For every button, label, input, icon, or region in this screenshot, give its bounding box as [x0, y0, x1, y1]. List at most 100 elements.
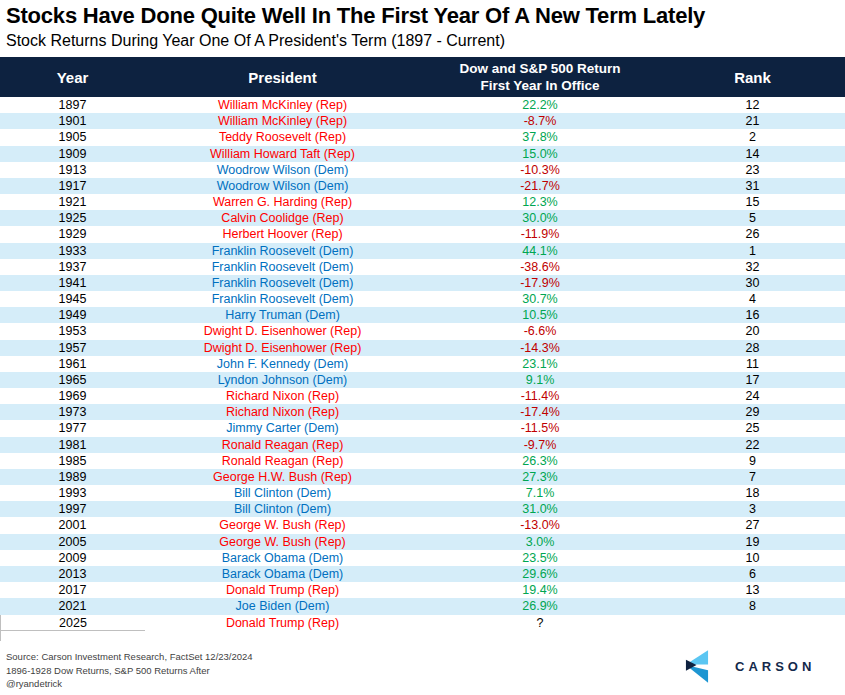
- president-cell: Lyndon Johnson (Dem): [145, 372, 420, 388]
- table-row: 1957 Dwight D. Eisenhower (Rep) -14.3% 2…: [0, 340, 845, 356]
- year-cell: 1993: [0, 485, 145, 501]
- president-cell: Warren G. Harding (Rep): [145, 194, 420, 210]
- table-row: 1925 Calvin Coolidge (Rep) 30.0% 5: [0, 210, 845, 226]
- table-row: 2013 Barack Obama (Dem) 29.6% 6: [0, 566, 845, 582]
- rank-cell: 29: [660, 404, 845, 420]
- year-cell: 1965: [0, 372, 145, 388]
- return-cell: 10.5%: [420, 307, 660, 323]
- rank-cell: 2: [660, 129, 845, 145]
- rank-cell: 16: [660, 307, 845, 323]
- rank-cell: 19: [660, 534, 845, 550]
- header-return-line2: First Year In Office: [480, 77, 599, 94]
- return-cell: 26.3%: [420, 453, 660, 469]
- page-subtitle: Stock Returns During Year One Of A Presi…: [6, 32, 505, 50]
- return-cell: -10.3%: [420, 162, 660, 178]
- return-cell: 22.2%: [420, 97, 660, 113]
- table-row: 2017 Donald Trump (Rep) 19.4% 13: [0, 582, 845, 598]
- table-row: 1897 William McKinley (Rep) 22.2% 12: [0, 97, 845, 113]
- return-cell: 23.5%: [420, 550, 660, 566]
- rank-cell: 10: [660, 550, 845, 566]
- return-cell: 9.1%: [420, 372, 660, 388]
- year-cell: 1977: [0, 420, 145, 436]
- return-cell: -9.7%: [420, 437, 660, 453]
- return-cell: 12.3%: [420, 194, 660, 210]
- table-row: 1933 Franklin Roosevelt (Dem) 44.1% 1: [0, 243, 845, 259]
- header-president: President: [145, 57, 420, 97]
- president-cell: John F. Kennedy (Dem): [145, 356, 420, 372]
- source-line-3: @ryandetrick: [6, 677, 253, 691]
- rank-cell: 28: [660, 340, 845, 356]
- rank-cell: [660, 615, 845, 631]
- president-cell: William McKinley (Rep): [145, 97, 420, 113]
- rank-cell: 24: [660, 388, 845, 404]
- return-cell: -11.9%: [420, 226, 660, 242]
- table-row: 2001 George W. Bush (Rep) -13.0% 27: [0, 517, 845, 533]
- table-row: 1941 Franklin Roosevelt (Dem) -17.9% 30: [0, 275, 845, 291]
- president-cell: Ronald Reagan (Rep): [145, 453, 420, 469]
- year-cell: 1905: [0, 129, 145, 145]
- year-cell: 1937: [0, 259, 145, 275]
- return-cell: -11.5%: [420, 420, 660, 436]
- rank-cell: 14: [660, 146, 845, 162]
- rank-cell: 1: [660, 243, 845, 259]
- return-cell: -38.6%: [420, 259, 660, 275]
- return-cell: 31.0%: [420, 501, 660, 517]
- president-cell: Ronald Reagan (Rep): [145, 437, 420, 453]
- table-row: 1985 Ronald Reagan (Rep) 26.3% 9: [0, 453, 845, 469]
- president-cell: Franklin Roosevelt (Dem): [145, 259, 420, 275]
- rank-cell: 31: [660, 178, 845, 194]
- year-cell: 1981: [0, 437, 145, 453]
- year-cell: 1921: [0, 194, 145, 210]
- rank-cell: 15: [660, 194, 845, 210]
- rank-cell: 4: [660, 291, 845, 307]
- table-row: 1973 Richard Nixon (Rep) -17.4% 29: [0, 404, 845, 420]
- rank-cell: 27: [660, 517, 845, 533]
- rank-cell: 6: [660, 566, 845, 582]
- year-cell: 2017: [0, 582, 145, 598]
- header-return-line1: Dow and S&P 500 Return: [459, 60, 620, 77]
- year-cell: 1929: [0, 226, 145, 242]
- year-cell: 1925: [0, 210, 145, 226]
- president-cell: Calvin Coolidge (Rep): [145, 210, 420, 226]
- return-cell: -21.7%: [420, 178, 660, 194]
- return-cell: -11.4%: [420, 388, 660, 404]
- president-cell: Donald Trump (Rep): [145, 582, 420, 598]
- president-cell: George W. Bush (Rep): [145, 534, 420, 550]
- table-row: 1949 Harry Truman (Dem) 10.5% 16: [0, 307, 845, 323]
- table-row: 1989 George H.W. Bush (Rep) 27.3% 7: [0, 469, 845, 485]
- rank-cell: 23: [660, 162, 845, 178]
- return-cell: 23.1%: [420, 356, 660, 372]
- return-cell: 44.1%: [420, 243, 660, 259]
- year-cell: 1997: [0, 501, 145, 517]
- president-cell: Woodrow Wilson (Dem): [145, 178, 420, 194]
- year-cell: 1909: [0, 146, 145, 162]
- year-cell: 1969: [0, 388, 145, 404]
- table-row: 1921 Warren G. Harding (Rep) 12.3% 15: [0, 194, 845, 210]
- president-cell: Herbert Hoover (Rep): [145, 226, 420, 242]
- return-cell: -8.7%: [420, 113, 660, 129]
- table-row: 1981 Ronald Reagan (Rep) -9.7% 22: [0, 437, 845, 453]
- rank-cell: 3: [660, 501, 845, 517]
- year-cell: 2025: [0, 615, 145, 631]
- table-row: 2021 Joe Biden (Dem) 26.9% 8: [0, 598, 845, 614]
- president-cell: Jimmy Carter (Dem): [145, 420, 420, 436]
- table-row: 1961 John F. Kennedy (Dem) 23.1% 11: [0, 356, 845, 372]
- year-cell: 2005: [0, 534, 145, 550]
- president-cell: William McKinley (Rep): [145, 113, 420, 129]
- rank-cell: 13: [660, 582, 845, 598]
- return-cell: -17.4%: [420, 404, 660, 420]
- table-row: 1917 Woodrow Wilson (Dem) -21.7% 31: [0, 178, 845, 194]
- table-row: 2025 Donald Trump (Rep) ?: [0, 615, 845, 631]
- return-cell: 37.8%: [420, 129, 660, 145]
- table-row: 1965 Lyndon Johnson (Dem) 9.1% 17: [0, 372, 845, 388]
- president-cell: Franklin Roosevelt (Dem): [145, 243, 420, 259]
- return-cell: 7.1%: [420, 485, 660, 501]
- return-cell: -14.3%: [420, 340, 660, 356]
- table-row: 1945 Franklin Roosevelt (Dem) 30.7% 4: [0, 291, 845, 307]
- president-cell: George W. Bush (Rep): [145, 517, 420, 533]
- return-cell: -17.9%: [420, 275, 660, 291]
- table-row: 1937 Franklin Roosevelt (Dem) -38.6% 32: [0, 259, 845, 275]
- rank-cell: 12: [660, 97, 845, 113]
- return-cell: -13.0%: [420, 517, 660, 533]
- table-row: 1905 Teddy Roosevelt (Rep) 37.8% 2: [0, 129, 845, 145]
